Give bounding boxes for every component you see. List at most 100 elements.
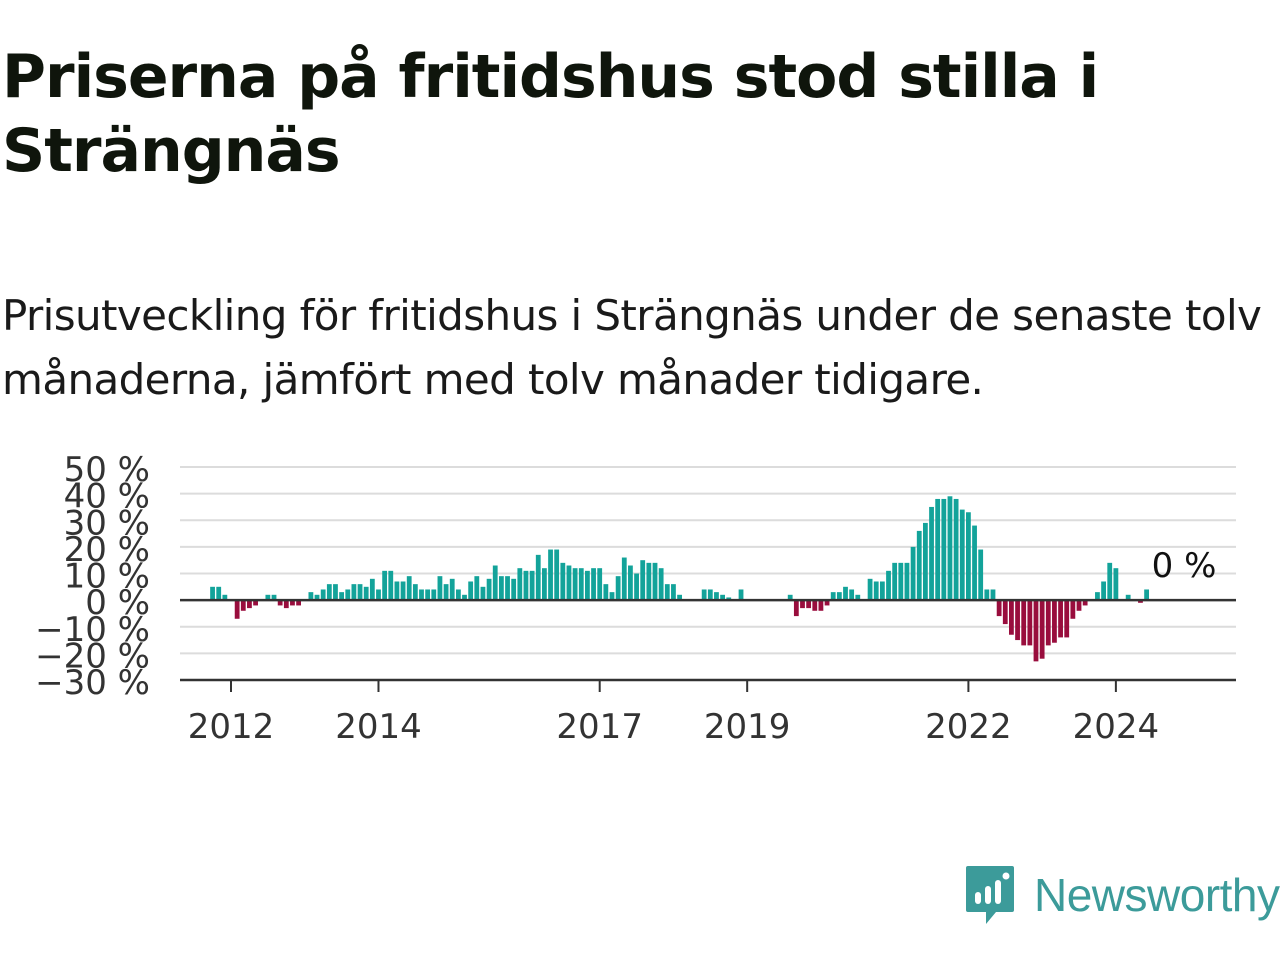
bar (892, 562, 898, 601)
bar (830, 592, 836, 601)
x-tick-label: 2012 (188, 707, 275, 747)
bar (640, 560, 646, 601)
bar (308, 592, 314, 601)
bar (1107, 562, 1113, 601)
bar (855, 594, 861, 601)
newsworthy-logo-text: Newsworthy (1034, 869, 1280, 921)
last-value-label: 0 % (1152, 546, 1217, 586)
bar (210, 586, 215, 601)
bar (1045, 600, 1051, 646)
bar (947, 496, 953, 601)
bar (247, 600, 252, 609)
y-tick-label: 40 % (64, 477, 150, 517)
bar (867, 578, 873, 601)
bar (1027, 600, 1033, 646)
bar (935, 498, 941, 601)
y-tick-label: 10 % (64, 557, 150, 597)
bar (615, 576, 621, 601)
bar (1101, 581, 1106, 601)
bar (978, 549, 984, 601)
bar (253, 600, 258, 606)
bar (1015, 600, 1020, 641)
bar (714, 592, 719, 601)
bar (369, 578, 375, 601)
bar (996, 600, 1002, 617)
bar (910, 546, 916, 601)
bar (296, 600, 301, 606)
bar (873, 581, 879, 601)
bar (412, 584, 418, 601)
bar (1095, 592, 1100, 601)
bar (400, 581, 406, 601)
bar (511, 578, 517, 601)
bar (339, 592, 345, 601)
bar (984, 589, 990, 601)
bar (388, 570, 394, 601)
bar (1058, 600, 1063, 638)
bar (843, 586, 848, 601)
bar (517, 568, 523, 601)
bar (314, 594, 320, 601)
bar (425, 589, 431, 601)
bar (431, 589, 437, 601)
bar (271, 594, 277, 601)
bar (333, 584, 338, 601)
bar (468, 581, 474, 601)
bar (621, 557, 627, 601)
bar (646, 562, 652, 601)
bar (234, 600, 240, 619)
bar (990, 589, 996, 601)
bar (966, 512, 971, 601)
bar (1021, 600, 1027, 646)
bar (542, 568, 547, 601)
bar (277, 600, 283, 606)
bars (210, 496, 1149, 662)
bar (523, 570, 529, 601)
bar (1125, 594, 1131, 601)
bar (554, 549, 560, 601)
bar (1002, 600, 1008, 625)
bar (800, 600, 805, 609)
bar (793, 600, 799, 617)
bar (1009, 600, 1014, 635)
bar (351, 584, 357, 601)
bar (1113, 568, 1119, 601)
bar (529, 570, 535, 601)
bar (216, 586, 222, 601)
bar (941, 498, 947, 601)
newsworthy-logo-icon (966, 866, 1014, 924)
bar (904, 562, 910, 601)
bar (376, 589, 381, 601)
bar (701, 589, 707, 601)
bar (505, 576, 510, 601)
bar (480, 586, 486, 601)
bar (265, 594, 271, 601)
chart-title: Priserna på fritidshus stod stilla i Str… (2, 42, 1099, 186)
bar (492, 565, 498, 601)
y-tick-label: −20 % (35, 636, 150, 676)
y-tick-label: −10 % (35, 610, 150, 650)
bar (806, 600, 812, 609)
bar (929, 506, 934, 601)
bar (879, 581, 885, 601)
bar (394, 581, 400, 601)
bar (658, 568, 664, 601)
bar (609, 592, 615, 601)
bar (652, 562, 658, 601)
bar (1070, 600, 1076, 619)
bar (707, 589, 713, 601)
bar (548, 549, 553, 601)
bar (455, 589, 461, 601)
bar (603, 584, 609, 601)
bar (357, 584, 363, 601)
bar (443, 584, 449, 601)
x-tick-label: 2022 (925, 707, 1012, 747)
bar (1076, 600, 1082, 611)
bar (222, 594, 228, 601)
bar (959, 509, 965, 601)
x-tick-label: 2019 (704, 707, 791, 747)
bar (1052, 600, 1057, 643)
y-tick-label: 20 % (64, 530, 150, 570)
bar (406, 576, 412, 601)
bar (474, 576, 480, 601)
